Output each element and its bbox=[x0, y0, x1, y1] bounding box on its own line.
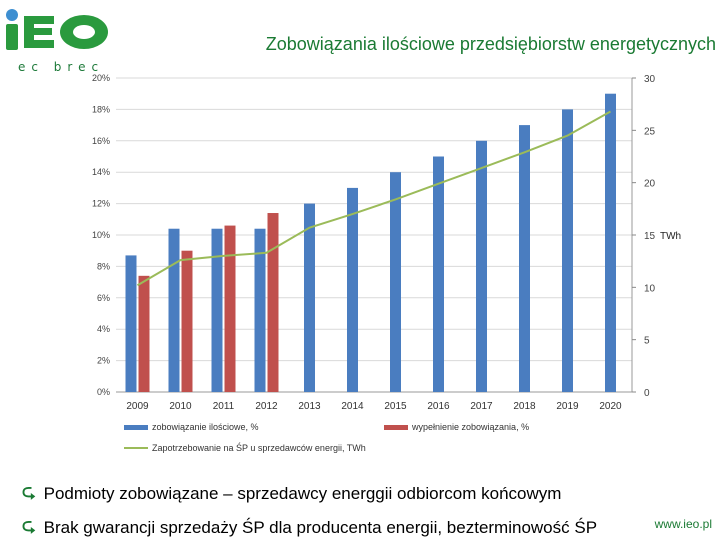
bar-commitment bbox=[254, 228, 266, 392]
y-left-tick-label: 4% bbox=[97, 324, 110, 334]
x-tick-label: 2011 bbox=[213, 401, 235, 412]
y-left-tick-label: 10% bbox=[92, 230, 110, 240]
x-tick-label: 2013 bbox=[298, 401, 321, 412]
x-tick-label: 2016 bbox=[427, 401, 450, 412]
bar-commitment bbox=[347, 187, 358, 392]
bullet-item: ⮎ Podmioty zobowiązane – sprzedawcy ener… bbox=[22, 479, 561, 508]
bar-commitment bbox=[562, 109, 573, 393]
y-left-tick-label: 14% bbox=[92, 167, 110, 177]
x-tick-label: 2014 bbox=[341, 401, 364, 412]
logo-subtitle: ec brec bbox=[18, 60, 105, 74]
bar-commitment bbox=[605, 93, 616, 392]
y-right-tick-label: 30 bbox=[644, 74, 656, 85]
legend: zobowiązanie ilościowe, % wypełnienie zob… bbox=[124, 422, 529, 453]
x-tick-label: 2010 bbox=[169, 401, 192, 412]
page-title: Zobowiązania ilościowe przedsiębiorstw e… bbox=[265, 34, 716, 54]
x-tick-label: 2012 bbox=[255, 401, 278, 412]
y-left-tick-label: 0% bbox=[97, 387, 110, 397]
line-series bbox=[136, 110, 611, 287]
y-right-tick-label: 0 bbox=[644, 388, 650, 399]
y-left-tick-label: 16% bbox=[92, 136, 110, 146]
chart: 0% 2% 4% 6% 8% 10% 12% 14% 16% 18% 20% 0 5 10 15 20 25 3… bbox=[92, 73, 681, 453]
circle-arrow-icon: ⮎ bbox=[22, 516, 36, 535]
legend-label-demand: Zapotrzebowanie na ŚP u sprzedawców ener… bbox=[152, 442, 366, 453]
circle-arrow-icon: ⮎ bbox=[22, 482, 36, 501]
y-left-tick-label: 8% bbox=[97, 261, 110, 271]
bar-commitment bbox=[476, 140, 487, 392]
x-axis: 2009 2010 2011 2012 2013 2014 2015 2016 2017 2018… bbox=[126, 401, 622, 412]
x-tick-label: 2019 bbox=[556, 401, 579, 412]
y-left-tick-label: 20% bbox=[92, 73, 110, 83]
y-right-tick-label: 20 bbox=[644, 179, 656, 190]
ieo-logo-icon bbox=[6, 9, 108, 50]
y-right-tick-label: 10 bbox=[644, 283, 656, 294]
bar-commitment bbox=[304, 203, 315, 392]
grid bbox=[116, 77, 633, 393]
bullet-text: Brak gwarancji sprzedaży ŚP dla producen… bbox=[43, 517, 598, 537]
y-right-tick-label: 5 bbox=[644, 336, 650, 347]
bar-commitment bbox=[433, 156, 444, 392]
y-left-tick-label: 2% bbox=[97, 356, 110, 366]
bar-fulfilment bbox=[224, 225, 236, 392]
legend-label-fulfilment: wypełnienie zobowiązania, % bbox=[411, 422, 529, 432]
x-tick-label: 2020 bbox=[599, 401, 622, 412]
bar-fulfilment bbox=[138, 275, 150, 392]
bar-commitment bbox=[168, 228, 180, 392]
y-right-tick-label: 25 bbox=[644, 126, 656, 137]
footer-url: www.ieo.pl bbox=[654, 517, 712, 531]
x-tick-label: 2018 bbox=[513, 401, 536, 412]
x-tick-label: 2015 bbox=[384, 401, 407, 412]
logo: ec brec bbox=[4, 8, 114, 74]
y-right-axis-label: TWh bbox=[660, 231, 681, 242]
left-axis: 0% 2% 4% 6% 8% 10% 12% 14% 16% 18% 20% bbox=[92, 73, 110, 397]
legend-label-commitment: zobowiązanie ilościowe, % bbox=[152, 422, 259, 432]
y-left-tick-label: 12% bbox=[92, 199, 110, 209]
bullet-item: ⮎ Brak gwarancji sprzedaży ŚP dla produc… bbox=[22, 513, 597, 542]
legend-swatch-commitment bbox=[124, 425, 148, 430]
demand-line bbox=[136, 110, 611, 287]
bar-commitment bbox=[211, 228, 223, 392]
bar-commitment bbox=[390, 172, 401, 392]
x-tick-label: 2009 bbox=[126, 401, 149, 412]
bar-fulfilment bbox=[267, 213, 279, 392]
legend-swatch-fulfilment bbox=[384, 425, 408, 430]
y-right-tick-label: 15 bbox=[644, 231, 656, 242]
right-axis: 0 5 10 15 20 25 30 TWh bbox=[632, 74, 681, 399]
bar-fulfilment bbox=[181, 250, 193, 392]
y-left-tick-label: 6% bbox=[97, 293, 110, 303]
bars bbox=[125, 93, 616, 393]
bar-commitment bbox=[519, 125, 530, 392]
y-left-tick-label: 18% bbox=[92, 104, 110, 114]
bullet-text: Podmioty zobowiązane – sprzedawcy energg… bbox=[43, 483, 562, 503]
bar-commitment bbox=[125, 255, 137, 392]
x-tick-label: 2017 bbox=[470, 401, 493, 412]
